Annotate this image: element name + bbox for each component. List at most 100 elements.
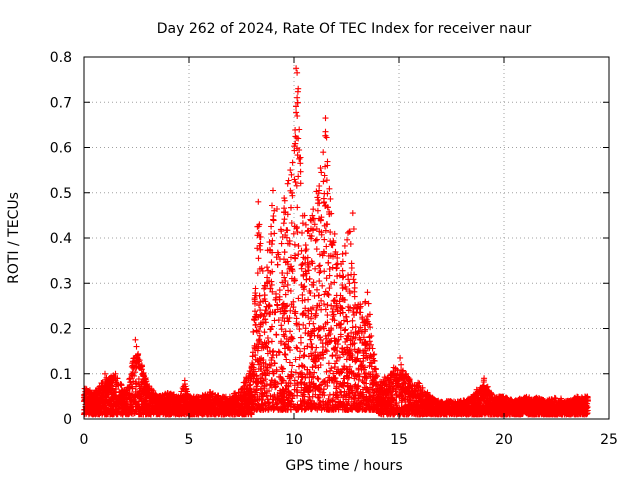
data-point (277, 256, 283, 263)
data-point (351, 284, 358, 291)
data-point (296, 354, 303, 361)
data-point (315, 324, 322, 331)
data-point (346, 280, 353, 287)
data-point (302, 305, 309, 312)
data-point (314, 286, 320, 293)
data-point (252, 322, 259, 329)
data-point (257, 246, 264, 253)
data-point (341, 242, 348, 249)
data-point (113, 380, 120, 387)
data-point (271, 317, 278, 324)
data-point (292, 356, 299, 363)
data-point (289, 159, 296, 166)
data-point (287, 288, 294, 294)
data-point (273, 331, 280, 338)
data-point (255, 343, 262, 350)
data-point (286, 240, 293, 247)
data-point (334, 341, 341, 348)
data-points (81, 65, 591, 418)
data-point (330, 297, 337, 304)
data-point (128, 363, 135, 370)
data-point (281, 197, 288, 204)
data-point (345, 307, 352, 314)
data-point (268, 259, 275, 266)
data-point (323, 243, 330, 250)
data-point (328, 325, 335, 332)
data-point (302, 242, 309, 249)
data-point (330, 311, 337, 318)
data-point (316, 278, 323, 285)
data-point (309, 304, 316, 311)
data-point (264, 264, 270, 271)
data-point (339, 250, 346, 257)
data-point (331, 279, 338, 286)
data-point (293, 344, 300, 351)
data-point (275, 348, 282, 355)
data-point (325, 360, 332, 367)
data-point (341, 363, 348, 370)
data-point (273, 352, 280, 359)
data-point (339, 274, 346, 281)
data-point (291, 176, 298, 183)
data-point (344, 236, 351, 243)
data-point (312, 265, 319, 272)
data-point (326, 185, 333, 192)
data-point (252, 368, 258, 375)
data-point (340, 398, 347, 405)
data-point (355, 376, 362, 383)
data-point (316, 228, 323, 235)
data-point (269, 202, 275, 209)
data-point (303, 246, 310, 253)
data-point (299, 229, 305, 236)
data-point (296, 147, 303, 153)
data-point (359, 314, 366, 321)
data-point (316, 292, 322, 299)
data-point (302, 330, 309, 336)
data-point (313, 246, 320, 253)
data-point (273, 290, 279, 297)
data-point (316, 263, 322, 270)
data-point (292, 179, 299, 186)
data-point (266, 239, 273, 246)
data-point (350, 276, 357, 283)
data-point (262, 360, 269, 367)
data-point (297, 168, 304, 175)
data-point (350, 309, 356, 315)
data-point (316, 326, 323, 332)
data-point (281, 216, 288, 223)
data-point (330, 370, 337, 377)
data-point (250, 378, 257, 385)
data-point (278, 228, 285, 235)
data-point (319, 282, 326, 289)
data-point (324, 190, 331, 197)
data-point (318, 297, 325, 304)
data-point (312, 237, 319, 244)
data-point (293, 182, 300, 189)
data-point (367, 324, 374, 331)
data-point (312, 312, 319, 319)
data-point (362, 319, 369, 326)
data-point (289, 335, 296, 342)
data-point (333, 304, 340, 311)
data-point (328, 302, 335, 309)
data-point (324, 221, 331, 228)
data-point (257, 307, 264, 314)
data-point (295, 173, 302, 180)
data-point (331, 379, 337, 386)
data-point (294, 113, 301, 119)
data-point (292, 369, 299, 376)
data-point (339, 267, 346, 274)
data-point (277, 340, 284, 347)
data-point (299, 291, 306, 298)
data-point (334, 255, 341, 261)
data-point (326, 272, 333, 279)
data-point (351, 312, 357, 318)
data-point (287, 328, 293, 335)
data-point (298, 339, 304, 346)
data-point (298, 262, 305, 269)
data-point (315, 376, 322, 383)
data-point (254, 347, 261, 354)
grid-lines (84, 57, 609, 419)
data-point (280, 220, 287, 227)
